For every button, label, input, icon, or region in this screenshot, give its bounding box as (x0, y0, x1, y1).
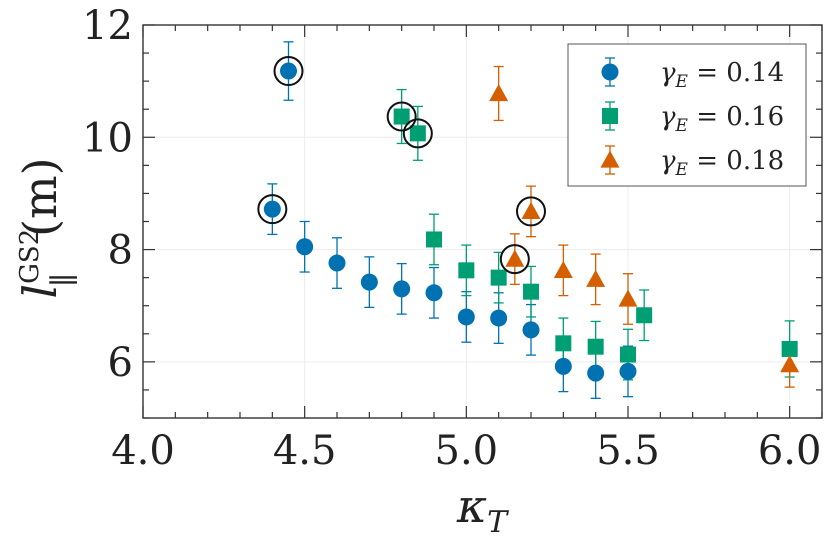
data-point-triangle (618, 289, 638, 307)
data-point-circle (328, 254, 346, 272)
data-point-circle (425, 284, 443, 302)
highlight-ring (386, 101, 417, 132)
data-point-triangle (489, 83, 509, 102)
x-tick-label: 4.5 (273, 428, 337, 474)
highlight-ring (273, 56, 304, 87)
y-axis-label-sup: GS2 (15, 229, 45, 284)
tick-labels: 4.0 4.5 5.0 5.5 6.0 6 8 10 12 (82, 3, 821, 474)
legend-label-sub: E (675, 116, 689, 136)
x-tick-label: 6.0 (758, 428, 822, 474)
legend-label-sub: E (675, 72, 689, 92)
svg-text:lGS2∥(m): lGS2∥ (m) (13, 157, 82, 298)
axis-ticks (142, 24, 823, 419)
y-axis-label-main: l (13, 284, 67, 299)
y-tick-label: 10 (82, 115, 133, 161)
data-point-triangle (780, 355, 800, 373)
data-point-square (490, 269, 507, 286)
data-point-triangle (553, 260, 573, 278)
legend-marker-square (602, 108, 618, 124)
legend-label-main: γ (660, 102, 676, 132)
data-point-circle (263, 200, 281, 218)
data-point-square (409, 125, 426, 142)
legend-label-main: γ (660, 146, 676, 176)
legend-item: γE = 0.18 (600, 145, 784, 180)
y-tick-label: 6 (108, 340, 133, 386)
x-axis-label: κT (456, 479, 509, 536)
data-point-triangle (505, 249, 525, 267)
legend-label: γE = 0.16 (660, 102, 784, 136)
highlight-ring (499, 244, 530, 275)
data-point-square (555, 335, 572, 352)
data-point-circle (457, 308, 475, 326)
x-tick-label: 5.5 (596, 428, 660, 474)
highlight-ring (402, 118, 433, 149)
highlight-ring (257, 194, 288, 225)
data-point-square (458, 262, 475, 279)
data-point-circle (554, 357, 572, 375)
legend-label-value: = 0.14 (688, 58, 784, 88)
legend-label: γE = 0.14 (660, 58, 784, 92)
data-point-triangle (521, 201, 541, 219)
data-point-circle (490, 309, 508, 327)
legend-label-value: = 0.16 (688, 102, 784, 132)
data-point-square (620, 346, 636, 363)
data-point-circle (280, 62, 297, 80)
data-point-square (636, 307, 653, 324)
y-axis-label-sub: ∥ (47, 273, 82, 287)
legend-label-main: γ (660, 58, 676, 88)
data-point-circle (619, 362, 637, 380)
legend-label-sub: E (675, 160, 689, 180)
highlight-circles (257, 56, 546, 275)
data-point-square (426, 231, 442, 248)
y-axis-label: lGS2∥ (m) (13, 157, 82, 298)
y-tick-label: 8 (108, 228, 133, 274)
data-point-square (781, 340, 798, 357)
x-axis-label-main: κ (456, 479, 487, 533)
legend-label: γE = 0.18 (660, 146, 784, 180)
data-markers (263, 62, 800, 382)
x-tick-label: 5.0 (435, 428, 499, 474)
data-point-square (393, 108, 410, 125)
legend-marker-circle (601, 63, 619, 81)
x-tick-label: 4.0 (111, 428, 175, 474)
data-point-circle (393, 280, 411, 298)
legend-item: γE = 0.16 (602, 101, 784, 136)
legend-label-value: = 0.18 (688, 146, 784, 176)
x-axis-label-sub: T (487, 505, 509, 536)
y-axis-label-unit: (m) (13, 157, 67, 237)
data-point-square (587, 338, 604, 355)
data-point-circle (522, 321, 540, 339)
data-point-circle (360, 273, 378, 291)
y-tick-label: 12 (82, 3, 133, 49)
data-point-triangle (586, 269, 606, 287)
data-point-square (523, 283, 539, 300)
legend-marker-triangle (600, 150, 620, 168)
highlight-ring (516, 196, 546, 227)
data-point-circle (296, 238, 314, 256)
data-point-circle (587, 364, 605, 382)
legend-item: γE = 0.14 (601, 57, 784, 92)
